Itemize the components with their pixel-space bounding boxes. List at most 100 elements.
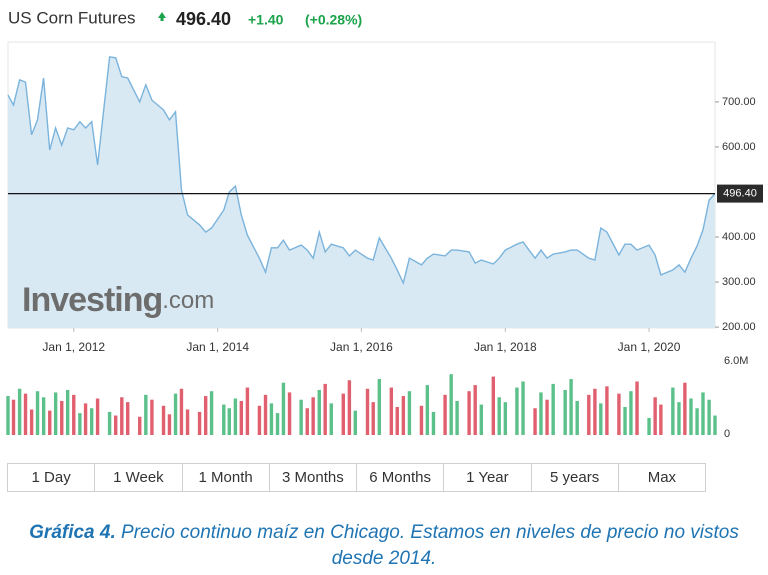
volume-bar bbox=[515, 387, 519, 435]
volume-bar bbox=[599, 403, 603, 435]
volume-bar bbox=[299, 399, 303, 435]
volume-bar bbox=[305, 408, 309, 435]
range-button[interactable]: 1 Month bbox=[183, 464, 270, 491]
volume-bar bbox=[587, 394, 591, 435]
volume-bar bbox=[593, 388, 597, 435]
x-tick-label: Jan 1, 2014 bbox=[186, 340, 249, 354]
current-price-box bbox=[717, 184, 763, 203]
volume-bar bbox=[179, 388, 184, 435]
range-button[interactable]: 1 Day bbox=[8, 464, 96, 491]
volume-bar bbox=[150, 399, 154, 435]
volume-bar bbox=[126, 402, 130, 435]
volume-bar bbox=[233, 398, 238, 435]
current-price-label: 496.40 bbox=[723, 188, 757, 200]
volume-bar bbox=[17, 388, 22, 435]
volume-tick-label: 6.0M bbox=[724, 355, 748, 367]
volume-bar bbox=[503, 402, 508, 435]
range-button[interactable]: 1 Year bbox=[444, 464, 532, 491]
volume-bar bbox=[449, 374, 453, 435]
volume-bar bbox=[138, 416, 142, 435]
volume-bar bbox=[533, 408, 537, 435]
volume-bar bbox=[167, 414, 172, 435]
title: US Corn Futures bbox=[8, 8, 136, 27]
volume-bar bbox=[365, 388, 370, 435]
watermark-brand: Investing bbox=[22, 281, 162, 319]
volume-bar bbox=[629, 391, 633, 435]
volume-tick-label: 0 bbox=[724, 428, 730, 440]
range-button[interactable]: 1 Week bbox=[95, 464, 183, 491]
volume-bar bbox=[605, 386, 609, 435]
volume-bar bbox=[635, 381, 639, 435]
range-button[interactable]: 6 Months bbox=[357, 464, 445, 491]
volume-bar bbox=[491, 376, 496, 435]
volume-bar bbox=[683, 382, 687, 435]
volume-bar bbox=[257, 405, 262, 435]
up-arrow bbox=[158, 12, 166, 21]
volume-bar bbox=[281, 382, 286, 435]
range-button[interactable]: 3 Months bbox=[270, 464, 357, 491]
volume-bar bbox=[467, 391, 471, 435]
volume-bar bbox=[713, 415, 717, 435]
volume-bar bbox=[695, 408, 699, 435]
change-pct: (+0.28%) bbox=[305, 12, 362, 28]
volume-bar bbox=[53, 392, 58, 435]
volume-bar bbox=[245, 387, 250, 435]
volume-bar bbox=[377, 379, 382, 435]
volume-bar bbox=[497, 397, 501, 435]
volume-bar bbox=[173, 393, 178, 435]
volume-bar bbox=[275, 413, 280, 435]
volume-bar bbox=[659, 404, 663, 435]
volume-bar bbox=[311, 397, 315, 435]
volume-bar bbox=[72, 394, 76, 435]
volume-bar bbox=[371, 402, 375, 435]
volume-bar bbox=[144, 394, 148, 435]
volume-bar bbox=[707, 399, 711, 435]
change: +1.40 bbox=[248, 12, 284, 28]
caption: Gráfica 4. Precio continuo maíz en Chica… bbox=[20, 520, 748, 572]
y-tick-label: 200.00 bbox=[722, 321, 756, 333]
x-tick-label: Jan 1, 2012 bbox=[42, 340, 105, 354]
volume-bar bbox=[617, 393, 621, 435]
caption-label: Gráfica 4. bbox=[29, 522, 116, 543]
volume-bar bbox=[539, 392, 543, 435]
volume-bar bbox=[545, 399, 549, 435]
range-buttons: 1 Day 1 Week 1 Month 3 Months 6 Months 1 Year… bbox=[7, 463, 706, 492]
price: 496.40 bbox=[176, 9, 231, 29]
x-tick-label: Jan 1, 2020 bbox=[618, 340, 681, 354]
volume-bar bbox=[407, 391, 412, 435]
volume-bar bbox=[551, 383, 555, 435]
volume-bar bbox=[239, 400, 244, 435]
volume-bar bbox=[347, 380, 352, 435]
volume-bar bbox=[677, 402, 681, 435]
volume-bar bbox=[401, 396, 406, 435]
volume-bar bbox=[113, 415, 118, 435]
volume-bar bbox=[431, 411, 436, 435]
volume-bar bbox=[60, 400, 64, 435]
y-tick-label: 300.00 bbox=[722, 276, 756, 288]
volume-bar bbox=[263, 394, 268, 435]
volume-bar bbox=[341, 393, 345, 435]
volume-bar bbox=[197, 411, 202, 435]
volume-bar bbox=[89, 408, 94, 435]
x-tick-label: Jan 1, 2018 bbox=[474, 340, 537, 354]
volume-bar bbox=[389, 387, 394, 435]
volume-bar bbox=[575, 400, 579, 435]
volume-bar bbox=[569, 379, 573, 435]
y-tick-label: 600.00 bbox=[722, 141, 756, 153]
volume-bar bbox=[473, 385, 477, 435]
volume-bar bbox=[23, 393, 28, 435]
volume-bar bbox=[671, 387, 675, 435]
volume-bar bbox=[222, 404, 226, 435]
y-tick-label: 700.00 bbox=[722, 96, 756, 108]
volume-bar bbox=[78, 413, 82, 435]
volume-bar bbox=[563, 389, 567, 435]
volume-bar bbox=[317, 389, 321, 435]
range-button[interactable]: Max bbox=[647, 469, 677, 486]
volume-bar bbox=[29, 409, 34, 435]
range-button[interactable]: 5 years bbox=[532, 464, 619, 491]
volume-bar bbox=[353, 410, 357, 435]
volume-bar bbox=[521, 381, 525, 435]
volume-bar bbox=[395, 407, 399, 435]
volume-bar bbox=[107, 411, 112, 435]
